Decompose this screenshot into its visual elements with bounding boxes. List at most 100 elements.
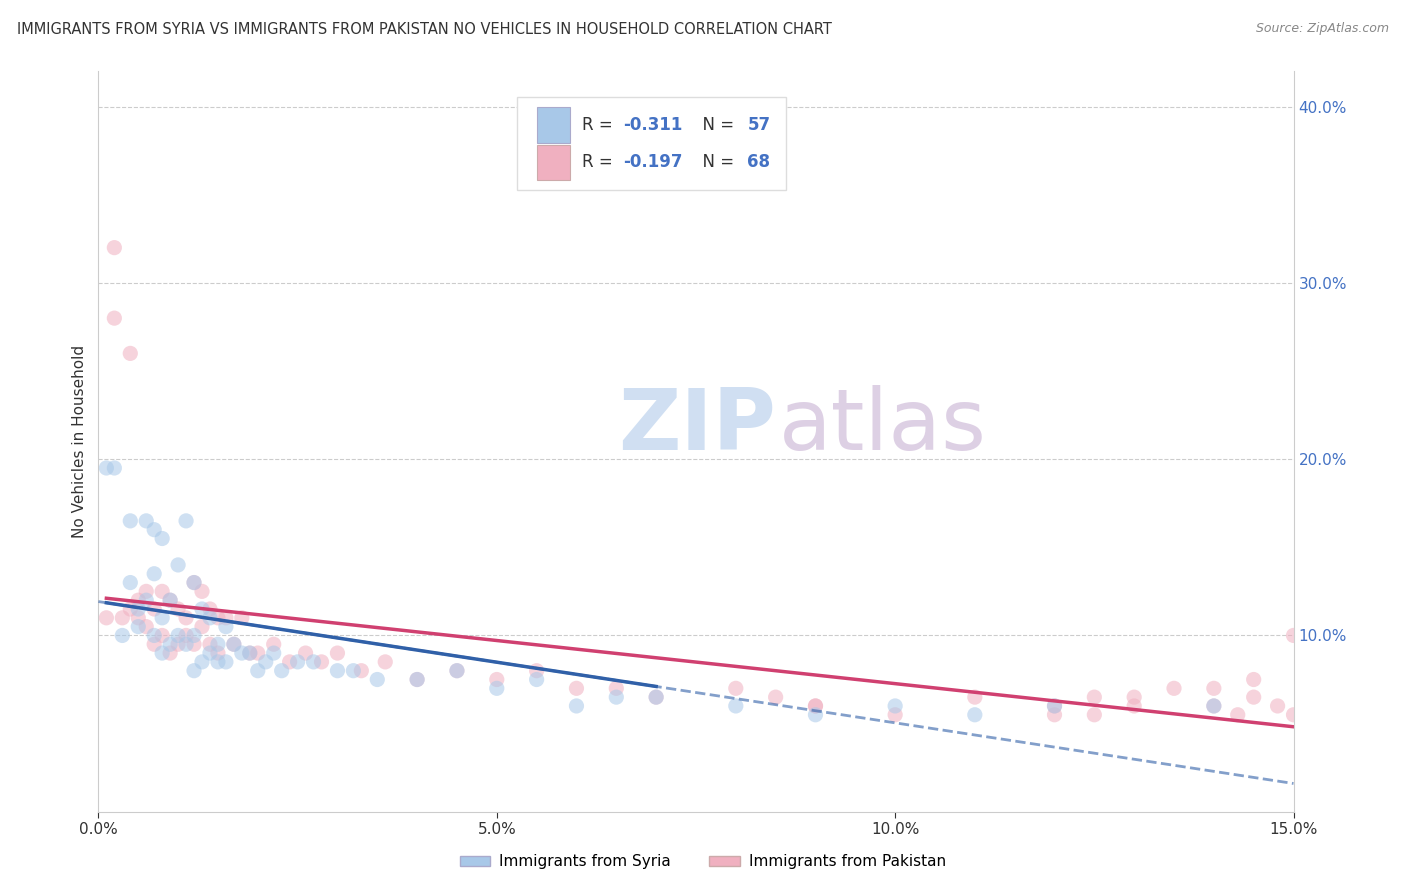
Point: [174, 514, 197, 528]
Point: [207, 655, 229, 669]
Point: [765, 690, 787, 705]
Point: [150, 646, 173, 660]
Text: atlas: atlas: [779, 385, 987, 468]
Point: [174, 637, 197, 651]
Point: [159, 593, 181, 607]
Point: [174, 628, 197, 642]
Point: [143, 566, 166, 581]
Point: [263, 646, 285, 660]
Point: [1282, 628, 1305, 642]
Point: [485, 673, 508, 687]
Point: [135, 514, 157, 528]
Point: [143, 637, 166, 651]
Point: [1202, 681, 1225, 696]
Point: [565, 681, 588, 696]
Point: [1202, 698, 1225, 713]
Legend: Immigrants from Syria, Immigrants from Pakistan: Immigrants from Syria, Immigrants from P…: [454, 848, 952, 875]
Point: [150, 584, 173, 599]
Text: 57: 57: [748, 116, 770, 134]
Point: [294, 646, 316, 660]
Point: [167, 637, 190, 651]
Point: [605, 681, 627, 696]
Point: [143, 602, 166, 616]
Point: [231, 611, 253, 625]
Text: ZIP: ZIP: [619, 385, 776, 468]
Point: [183, 664, 205, 678]
Point: [159, 646, 181, 660]
Point: [191, 655, 214, 669]
Bar: [537, 107, 571, 143]
Point: [366, 673, 388, 687]
Point: [605, 690, 627, 705]
Point: [326, 664, 349, 678]
Point: [884, 707, 907, 722]
Point: [222, 637, 245, 651]
Point: [1083, 707, 1105, 722]
Point: [191, 619, 214, 633]
Point: [183, 575, 205, 590]
Point: [191, 602, 214, 616]
Point: [645, 690, 668, 705]
Point: [150, 532, 173, 546]
Point: [374, 655, 396, 669]
Y-axis label: No Vehicles in Household: No Vehicles in Household: [72, 345, 87, 538]
Point: [526, 664, 548, 678]
FancyBboxPatch shape: [517, 97, 786, 190]
Point: [167, 628, 190, 642]
Point: [222, 637, 245, 651]
Text: -0.197: -0.197: [623, 153, 682, 171]
Point: [120, 346, 142, 360]
Point: [254, 655, 277, 669]
Point: [1243, 673, 1265, 687]
Point: [111, 611, 134, 625]
Point: [103, 241, 125, 255]
Point: [526, 673, 548, 687]
Point: [565, 698, 588, 713]
Point: [1243, 690, 1265, 705]
Point: [215, 619, 238, 633]
Point: [159, 637, 181, 651]
Text: 68: 68: [748, 153, 770, 171]
Point: [311, 655, 333, 669]
Point: [1226, 707, 1249, 722]
Bar: [537, 145, 571, 180]
Point: [159, 593, 181, 607]
Point: [326, 646, 349, 660]
Text: R =: R =: [582, 116, 619, 134]
Point: [127, 602, 149, 616]
Point: [406, 673, 429, 687]
Point: [1043, 707, 1066, 722]
Point: [207, 637, 229, 651]
Point: [135, 593, 157, 607]
Point: [963, 690, 986, 705]
Point: [150, 628, 173, 642]
Point: [287, 655, 309, 669]
Point: [263, 637, 285, 651]
Point: [103, 311, 125, 326]
Point: [127, 593, 149, 607]
Point: [215, 655, 238, 669]
Point: [198, 637, 221, 651]
Point: [231, 646, 253, 660]
Text: R =: R =: [582, 153, 619, 171]
Point: [446, 664, 468, 678]
Point: [246, 664, 269, 678]
Point: [270, 664, 292, 678]
Point: [198, 611, 221, 625]
Point: [127, 619, 149, 633]
Point: [1083, 690, 1105, 705]
Point: [246, 646, 269, 660]
Point: [103, 461, 125, 475]
Point: [804, 698, 827, 713]
Point: [1202, 698, 1225, 713]
Point: [183, 637, 205, 651]
Point: [342, 664, 364, 678]
Point: [645, 690, 668, 705]
Point: [1043, 698, 1066, 713]
Point: [1123, 690, 1146, 705]
Point: [96, 611, 118, 625]
Point: [183, 628, 205, 642]
Point: [724, 698, 747, 713]
Point: [143, 523, 166, 537]
Point: [239, 646, 262, 660]
